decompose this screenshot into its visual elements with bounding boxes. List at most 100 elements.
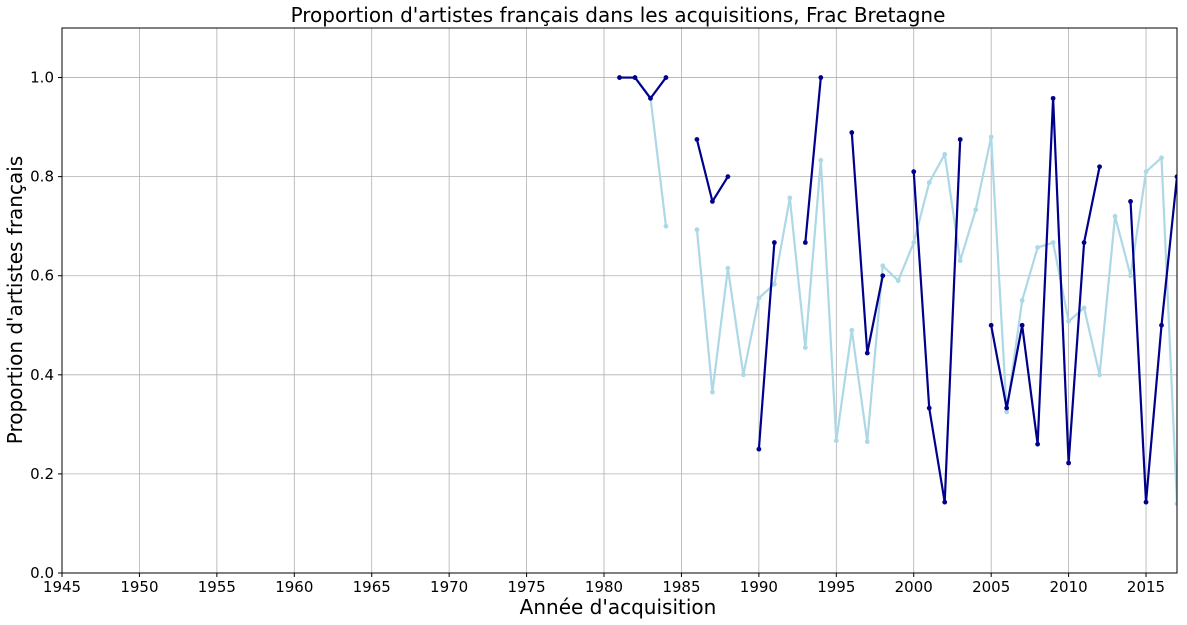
data-point	[864, 439, 870, 445]
x-axis-label: Année d'acquisition	[520, 595, 717, 619]
x-ticks: 1945 1950 1955 1960 1965 1970 1975 1980 1985 1990…	[43, 573, 1165, 596]
x-tick-label: 1995	[817, 578, 855, 596]
chart-title: Proportion d'artistes français dans les …	[291, 3, 946, 27]
y-tick-label: 0.2	[30, 465, 54, 483]
series-layer	[617, 75, 1177, 507]
data-point	[1128, 199, 1133, 204]
data-point	[1159, 155, 1164, 161]
data-point	[663, 75, 669, 80]
data-point	[880, 273, 886, 279]
data-point	[988, 134, 994, 140]
y-tick-label: 0.0	[30, 564, 54, 582]
data-point	[1097, 164, 1102, 170]
x-tick-label: 1955	[198, 578, 236, 596]
data-point	[1081, 305, 1087, 311]
data-point	[833, 438, 839, 444]
data-point	[1019, 322, 1025, 328]
data-point	[1019, 298, 1025, 303]
data-point	[648, 95, 653, 101]
x-tick-label: 1950	[120, 578, 158, 596]
data-point	[1174, 174, 1177, 180]
data-point	[802, 345, 808, 350]
plot-frame	[61, 27, 1178, 574]
y-axis-label: Proportion d'artistes français	[3, 156, 27, 444]
data-point	[942, 499, 948, 505]
x-tick-label: 1990	[740, 578, 778, 596]
data-point	[1004, 409, 1010, 415]
data-point	[1112, 213, 1118, 219]
series-line	[619, 76, 667, 100]
data-point	[1004, 405, 1010, 411]
data-point	[926, 180, 932, 185]
series-line	[912, 139, 962, 504]
data-point	[1143, 169, 1149, 175]
data-point	[957, 258, 963, 264]
data-point	[694, 137, 700, 142]
x-tick-label: 1960	[275, 578, 313, 596]
y-tick-label: 1.0	[30, 69, 54, 87]
x-tick-label: 1975	[507, 578, 545, 596]
series-line	[1129, 176, 1177, 504]
data-point	[1128, 273, 1133, 279]
data-point	[911, 240, 917, 245]
y-ticks: 0.0 0.2 0.4 0.6 0.8 1.0	[30, 69, 62, 582]
data-point	[911, 169, 917, 175]
y-tick-label: 0.4	[30, 366, 54, 384]
data-point	[849, 327, 855, 333]
series-0	[617, 75, 1177, 507]
x-tick-label: 2005	[972, 578, 1010, 596]
x-tick-label: 2000	[895, 578, 933, 596]
data-point	[973, 207, 979, 213]
data-point	[849, 130, 855, 135]
data-point	[710, 199, 715, 204]
x-tick-label: 1965	[353, 578, 391, 596]
grid	[61, 28, 1177, 574]
series-line	[757, 242, 776, 450]
data-point	[632, 75, 638, 80]
series-line	[619, 76, 668, 227]
y-tick-label: 0.6	[30, 267, 54, 285]
data-point	[802, 240, 808, 245]
data-point	[771, 281, 777, 287]
data-point	[1066, 460, 1071, 466]
data-point	[1143, 499, 1149, 505]
x-tick-label: 1980	[585, 578, 623, 596]
data-point	[957, 137, 963, 142]
y-tick-label: 0.8	[30, 168, 54, 186]
data-point	[1066, 318, 1071, 324]
data-point	[710, 389, 715, 395]
data-point	[725, 174, 731, 180]
data-point	[1174, 501, 1177, 507]
data-point	[1081, 240, 1087, 245]
data-point	[1035, 441, 1041, 447]
data-point	[787, 195, 793, 201]
data-point	[988, 322, 994, 328]
data-point	[895, 278, 901, 284]
x-tick-label: 2015	[1127, 578, 1165, 596]
series-line	[804, 77, 822, 243]
data-point	[926, 405, 932, 411]
data-point	[725, 265, 731, 271]
data-point	[1097, 372, 1102, 378]
data-point	[694, 227, 700, 233]
data-point	[740, 372, 746, 378]
data-point	[942, 151, 948, 157]
x-tick-label: 1945	[43, 578, 81, 596]
data-point	[756, 446, 762, 452]
series-line	[695, 139, 729, 203]
data-point	[663, 223, 669, 229]
data-point	[1050, 95, 1056, 101]
data-point	[864, 350, 870, 356]
data-point	[1050, 240, 1056, 245]
data-point	[1035, 245, 1041, 250]
data-point	[818, 157, 824, 163]
data-point	[1159, 322, 1164, 328]
series-line	[695, 135, 1177, 504]
data-point	[818, 75, 824, 80]
series-1	[617, 75, 1177, 505]
data-point	[771, 240, 777, 245]
data-point	[756, 295, 762, 301]
x-tick-label: 1970	[430, 578, 468, 596]
data-point	[617, 75, 622, 80]
